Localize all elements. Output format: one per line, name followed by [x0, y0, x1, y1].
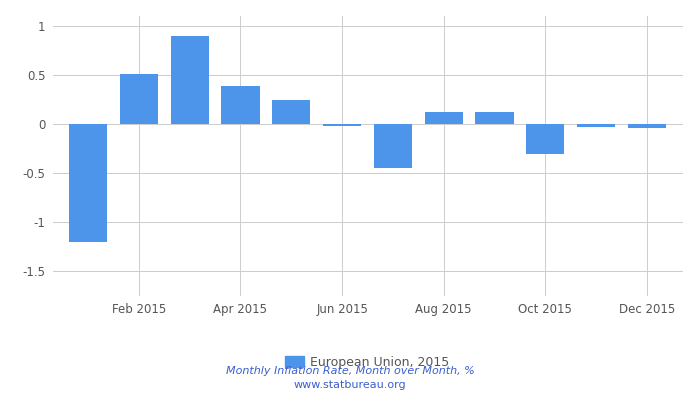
Bar — [171, 36, 209, 124]
Text: www.statbureau.org: www.statbureau.org — [294, 380, 406, 390]
Bar — [120, 74, 158, 124]
Bar — [272, 100, 310, 124]
Bar — [374, 124, 412, 168]
Bar — [221, 86, 260, 124]
Bar — [628, 124, 666, 128]
Bar — [526, 124, 564, 154]
Text: Monthly Inflation Rate, Month over Month, %: Monthly Inflation Rate, Month over Month… — [225, 366, 475, 376]
Bar — [425, 112, 463, 124]
Bar — [475, 112, 514, 124]
Bar — [69, 124, 107, 242]
Legend: European Union, 2015: European Union, 2015 — [281, 351, 454, 374]
Bar — [323, 124, 361, 126]
Bar — [577, 124, 615, 127]
